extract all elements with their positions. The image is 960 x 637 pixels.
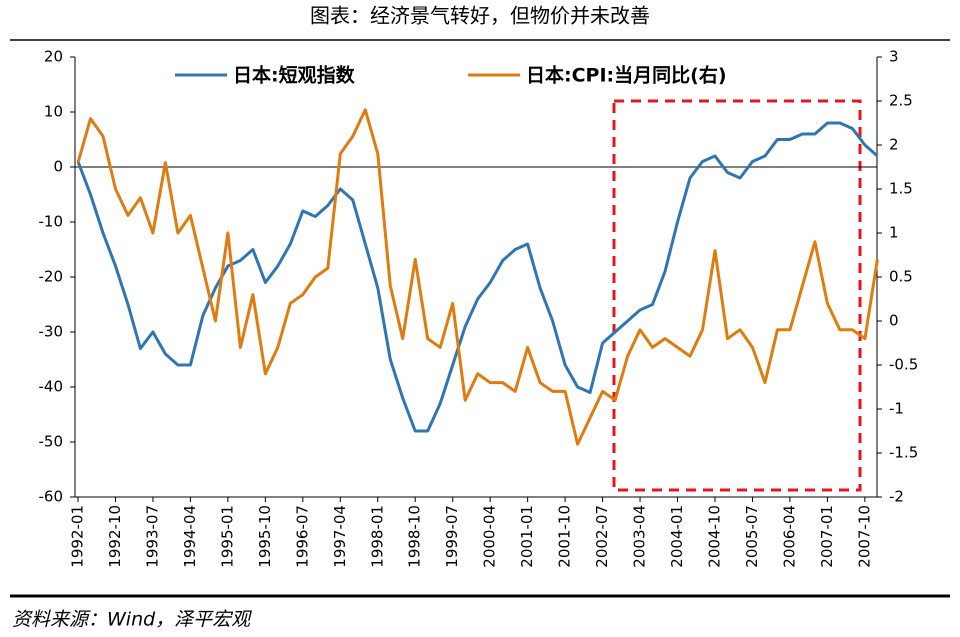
x-tick-label: 1996-07: [293, 505, 311, 568]
x-tick-label: 1993-07: [143, 505, 161, 568]
y2-tick-label: 1: [889, 224, 899, 242]
y2-tick-label: 0: [889, 312, 899, 330]
y-tick-label: -20: [39, 268, 64, 286]
y2-tick-label: -1: [889, 400, 904, 418]
x-tick-label: 1992-01: [69, 505, 87, 568]
x-tick-label: 2005-07: [743, 505, 761, 568]
y-tick-label: -60: [39, 488, 64, 506]
x-tick-label: 2007-10: [855, 505, 873, 568]
source-note: 资料来源：Wind，泽平宏观: [12, 609, 252, 631]
y-tick-label: -10: [39, 213, 64, 231]
x-tick-label: 2002-07: [593, 505, 611, 568]
y-tick-label: -50: [39, 433, 64, 451]
y-tick-label: -30: [39, 323, 64, 341]
y2-tick-label: 0.5: [889, 268, 913, 286]
y-tick-label: 0: [53, 158, 63, 176]
y-tick-label: -40: [39, 378, 64, 396]
x-tick-label: 2000-04: [481, 505, 499, 568]
y-tick-label: 10: [44, 103, 63, 121]
x-tick-label: 2006-04: [780, 505, 798, 568]
x-tick-label: 2003-04: [631, 505, 649, 568]
x-tick-label: 2004-01: [668, 505, 686, 568]
x-tick-label: 1999-07: [443, 505, 461, 568]
legend-label: 日本:CPI:当月同比(右): [526, 64, 727, 87]
x-tick-label: 2001-01: [518, 505, 536, 568]
y-tick-label: 20: [44, 48, 63, 66]
x-tick-label: 1998-10: [406, 505, 424, 568]
series-line: [76, 121, 879, 433]
legend-label: 日本:短观指数: [233, 64, 356, 87]
x-tick-label: 1995-01: [218, 505, 236, 568]
y2-tick-label: 2.5: [889, 92, 913, 110]
x-tick-label: 2004-10: [705, 505, 723, 568]
highlight-box: [612, 99, 862, 492]
x-tick-label: 1992-10: [106, 505, 124, 568]
chart-title: 图表：经济景气转好，但物价并未改善: [310, 4, 650, 28]
y2-tick-label: -1.5: [889, 444, 918, 462]
x-tick-label: 2007-01: [818, 505, 836, 568]
y2-tick-label: 3: [889, 48, 899, 66]
y2-tick-label: 1.5: [889, 180, 913, 198]
y2-tick-label: -2: [889, 488, 904, 506]
x-tick-label: 1998-01: [368, 505, 386, 568]
x-tick-label: 1994-04: [181, 505, 199, 568]
series-line: [76, 108, 879, 446]
x-tick-label: 1995-10: [256, 505, 274, 568]
x-tick-label: 1997-04: [331, 505, 349, 568]
y2-tick-label: 2: [889, 136, 899, 154]
y2-tick-label: -0.5: [889, 356, 918, 374]
x-tick-label: 2001-10: [556, 505, 574, 568]
